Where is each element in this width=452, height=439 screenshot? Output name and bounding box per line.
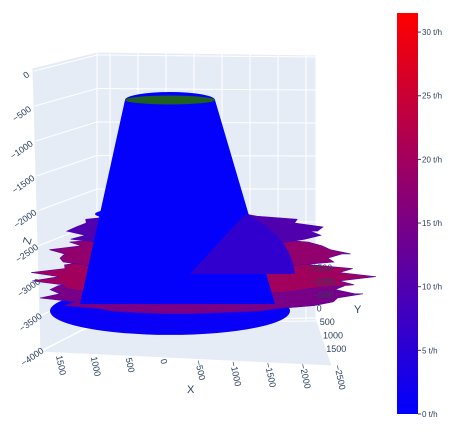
- z-tick-label: −4000: [19, 345, 45, 368]
- z-tick-label: −1000: [8, 138, 34, 161]
- x-tick-label: −1000: [228, 360, 243, 387]
- x-tick-label: −500: [193, 359, 207, 381]
- gridline: [35, 121, 98, 142]
- colorbar-tick-label: 25 t/h: [422, 92, 442, 101]
- y-axis-title: Y: [354, 304, 362, 316]
- z-tick-label: −500: [11, 104, 33, 124]
- colorbar-tick-label: 0 t/h: [422, 410, 438, 419]
- y-tick-label: 500: [320, 317, 335, 327]
- plume-upper: [190, 214, 295, 274]
- y-tick-label: 1500: [326, 344, 346, 354]
- colorbar-tick-label: 30 t/h: [422, 28, 442, 37]
- colorbar-gradient: [397, 13, 418, 414]
- x-tick-label: 1000: [89, 356, 103, 378]
- y-tick-label: −500: [313, 290, 333, 300]
- gridline: [37, 188, 98, 212]
- x-tick-label: −2500: [332, 364, 347, 391]
- x-tick-label: 500: [124, 357, 137, 374]
- z-tick-label: −1500: [10, 173, 36, 196]
- colorbar-tick-label: 15 t/h: [422, 219, 442, 228]
- x-axis-title: X: [187, 384, 195, 396]
- z-axis-title: Z: [21, 236, 34, 246]
- gridline: [34, 88, 98, 107]
- surface-plot: [31, 92, 376, 335]
- colorbar-tick-label: 20 t/h: [422, 155, 442, 164]
- cone-cap: [125, 95, 215, 105]
- gridline: [96, 54, 317, 58]
- y-tick-label: 1000: [323, 331, 343, 341]
- y-tick-label: −1000: [310, 277, 335, 287]
- z-tick-label: −2000: [12, 207, 38, 230]
- gridline: [96, 88, 317, 91]
- y-tick-label: 0: [317, 304, 322, 314]
- colorbar: 0 t/h 5 t/h 10 t/h 15 t/h 20 t/h 25 t/h 30 t/h: [397, 13, 442, 419]
- x-tick-label: −1500: [263, 362, 278, 389]
- y-axis-ticks: −1500 −1000 −500 0 500 1000 1500: [307, 263, 346, 354]
- gridline: [33, 54, 98, 72]
- colorbar-ticks: 0 t/h 5 t/h 10 t/h 15 t/h 20 t/h 25 t/h 30 t/h: [418, 28, 442, 419]
- x-tick-label: −2000: [298, 363, 313, 390]
- z-tick-label: 0: [21, 69, 31, 80]
- x-tick-label: 0: [158, 358, 169, 365]
- z-tick-label: −2500: [14, 242, 40, 265]
- colorbar-tick-label: 5 t/h: [422, 346, 438, 355]
- gridline: [36, 155, 98, 177]
- x-tick-label: 1500: [54, 354, 68, 376]
- y-tick-label: −1500: [307, 263, 332, 273]
- colorbar-tick-label: 10 t/h: [422, 283, 442, 292]
